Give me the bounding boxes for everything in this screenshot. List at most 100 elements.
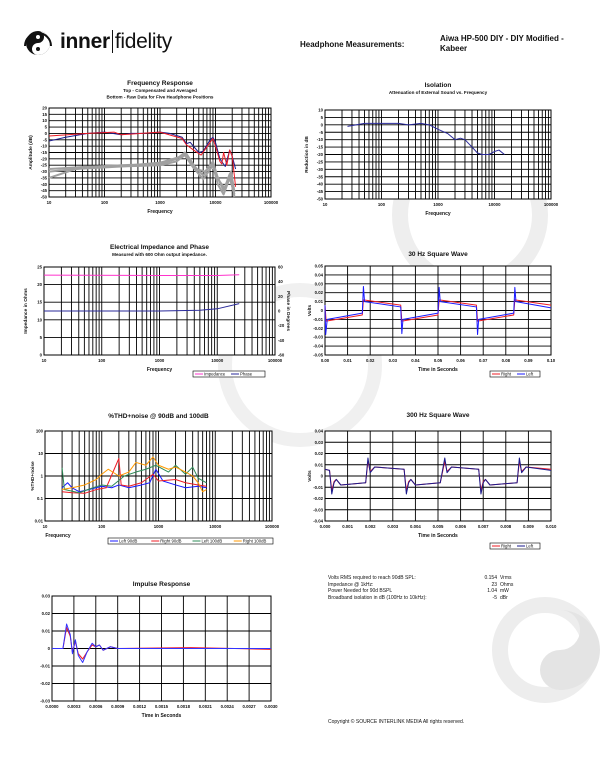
x-tick-label: 0.0024 — [221, 704, 235, 709]
y-tick-label: -0.04 — [313, 344, 323, 349]
x-tick-label: 10000 — [209, 524, 222, 529]
chart-title: Electrical Impedance and Phase — [110, 244, 209, 251]
y-tick-label: 20 — [42, 106, 47, 111]
x-tick-label: 10 — [43, 524, 48, 529]
x-tick-label: 10 — [47, 200, 52, 205]
y-tick-label: -10 — [41, 144, 48, 149]
y-tick-label: 0 — [321, 308, 324, 313]
x-tick-label: 0.0012 — [133, 704, 147, 709]
y-tick-label: -25 — [317, 159, 324, 164]
x-tick-label: 0.004 — [410, 524, 421, 529]
x-axis-label: Frequency — [147, 367, 173, 373]
y-tick-label: 10 — [37, 317, 42, 322]
x-axis-label: Frequency — [425, 211, 451, 217]
yin-yang-headphone-icon — [24, 31, 52, 55]
y-axis-label: Volts — [307, 470, 313, 482]
legend: Left 90dB Right 90dB Left 100dB Right 100dB — [107, 537, 274, 545]
x-axis-label: Time in Seconds — [418, 533, 458, 539]
series-line-right-100db — [61, 456, 207, 493]
y-tick-label: 0 — [48, 646, 51, 651]
header-label: Headphone Measurements: — [300, 40, 405, 49]
y-tick-label: -30 — [317, 167, 324, 172]
legend-box — [489, 542, 541, 550]
x-tick-label: 100000 — [544, 202, 559, 207]
y-tick-label: 10 — [38, 451, 43, 456]
series-line-left — [324, 285, 552, 336]
legend-label: Left 100dB — [202, 539, 223, 544]
x-tick-label: 10 — [323, 202, 328, 207]
x-tick-label: 100 — [98, 524, 106, 529]
x-tick-label: 10000 — [489, 202, 502, 207]
chart-title: 30 Hz Square Wave — [408, 251, 468, 258]
y-tick-label: -40 — [317, 182, 324, 187]
y-tick-label: -30 — [41, 169, 48, 174]
y-tick-label: -0.01 — [40, 664, 50, 669]
y-tick-label: 5 — [45, 125, 48, 130]
y-tick-label: -35 — [41, 175, 48, 180]
y-tick-label: -0.03 — [313, 335, 323, 340]
y-tick-label: 20 — [37, 282, 42, 287]
x-tick-label: 0.0003 — [67, 704, 81, 709]
y-tick-label: 0.03 — [315, 281, 324, 286]
x-tick-label: 0.01 — [343, 358, 352, 363]
y-tick-label: -20 — [41, 156, 48, 161]
x-tick-label: 0.02 — [366, 358, 375, 363]
y-tick-label: 0.04 — [315, 429, 324, 434]
x-tick-label: 0.001 — [342, 524, 353, 529]
y2-tick-label: 40 — [278, 279, 283, 284]
chart-title: 300 Hz Square Wave — [407, 412, 470, 419]
y-tick-label: -0.03 — [40, 699, 50, 704]
legend-label: Left — [526, 372, 534, 377]
copyright: Copyright © SOURCE INTERLINK MEDIA All r… — [328, 719, 465, 725]
y-tick-label: 10 — [42, 118, 47, 123]
legend: Right Left — [489, 542, 541, 550]
logo-text: inner fidelity — [60, 30, 172, 53]
series-line-1 — [52, 623, 271, 663]
chart-title: Impulse Response — [133, 581, 191, 588]
legend: Impedance Phase — [192, 370, 266, 378]
y-tick-label: 0 — [321, 122, 324, 127]
stat-unit: Ohms — [500, 581, 514, 588]
stat-row: Power Needed for 90d BSPL 1.04 mW — [328, 588, 518, 595]
y-tick-label: 0.01 — [42, 629, 51, 634]
y2-tick-label: 60 — [278, 265, 283, 270]
series-line-2 — [48, 152, 236, 193]
x-axis-label: Time in Seconds — [418, 367, 458, 373]
x-tick-label: 100 — [378, 202, 386, 207]
chart-sq30: 30 Hz Square Wave 0.00 0.01 0.02 0.03 0.04 0.0… — [307, 251, 556, 378]
x-tick-label: 0.003 — [387, 524, 398, 529]
y-tick-label: 0.1 — [37, 496, 44, 501]
y-tick-label: 0.01 — [35, 519, 44, 524]
chart-subtitle: Measured with 600 Ohm output impedance. — [112, 252, 207, 257]
legend-label: Left 90dB — [119, 539, 138, 544]
y-tick-label: 0.01 — [315, 462, 324, 467]
y-tick-label: -25 — [41, 163, 48, 168]
x-tick-label: 0.03 — [389, 358, 398, 363]
series-line-right — [324, 299, 552, 322]
stat-unit: Vrms — [500, 575, 512, 581]
y2-tick-label: 20 — [278, 294, 283, 299]
stat-label: Volts RMS required to reach 90dB SPL: — [328, 575, 416, 581]
logo — [22, 28, 54, 63]
x-tick-label: 100000 — [264, 200, 279, 205]
stat-row: Volts RMS required to reach 90dB SPL: 0.1… — [328, 575, 518, 582]
x-tick-label: 0.005 — [433, 524, 444, 529]
x-tick-label: 0.0021 — [199, 704, 213, 709]
y-tick-label: -15 — [317, 145, 324, 150]
y-tick-label: 0.04 — [315, 272, 324, 277]
y2-tick-label: -20 — [278, 323, 285, 328]
y-tick-label: 0.03 — [42, 594, 51, 599]
y-tick-label: -5 — [319, 130, 323, 135]
stat-row: Impedance @ 1kHz: 23 Ohms — [328, 582, 518, 589]
y-tick-label: -0.01 — [313, 485, 323, 490]
y2-tick-label: 0 — [278, 309, 281, 314]
stats-table: Volts RMS required to reach 90dB SPL: 0.1… — [328, 575, 518, 601]
series-line-3 — [48, 131, 237, 170]
y-tick-label: 100 — [36, 429, 44, 434]
series-line-left-90db — [61, 468, 207, 493]
y-tick-label: -0.02 — [40, 681, 50, 686]
y-tick-label: 0.05 — [315, 264, 324, 269]
y-axis-label: %THD+noise — [30, 461, 36, 491]
